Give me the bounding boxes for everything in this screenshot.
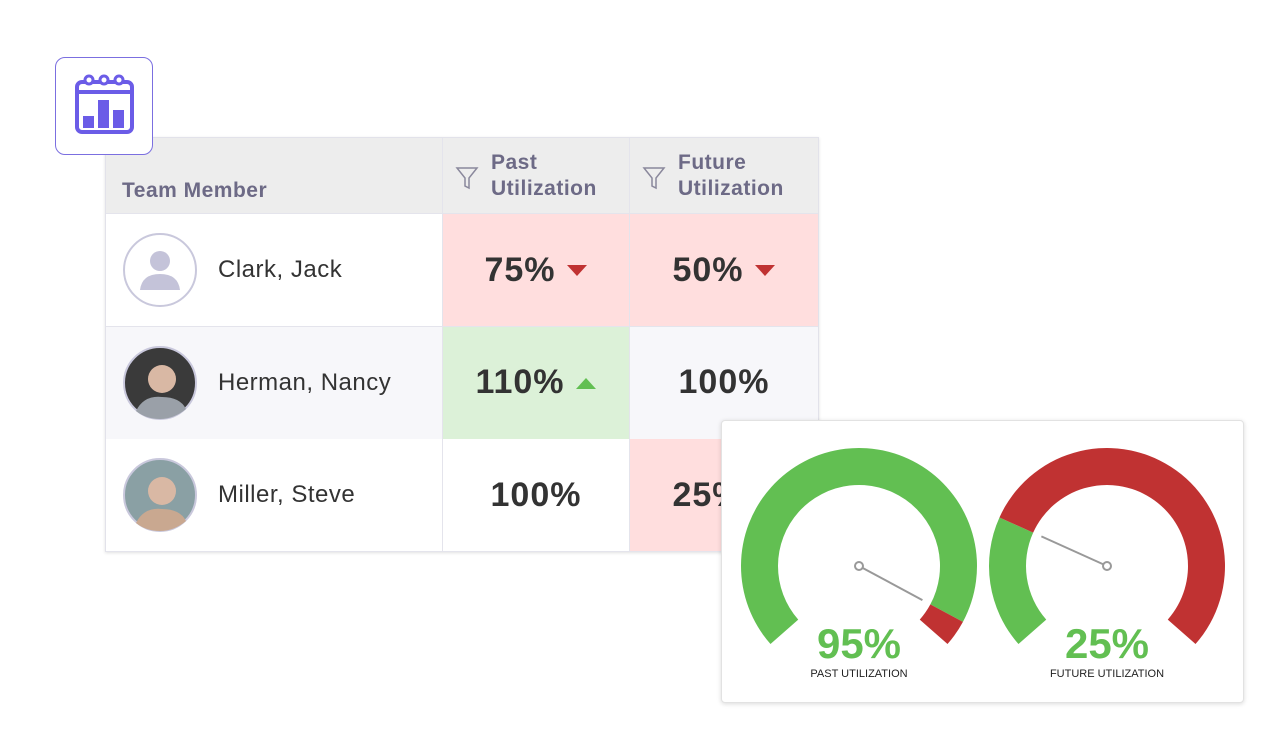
future-value: 100%: [678, 363, 770, 401]
table-row: Clark, Jack 75% 50%: [106, 214, 818, 327]
past-cell: 75%: [443, 214, 630, 326]
gauges: 95%PAST UTILIZATION 25%FUTURE UTILIZATION: [741, 447, 1225, 680]
header-row: Team Member Past Utilization Future Utiliz…: [106, 138, 818, 214]
table-row: Miller, Steve 100% 25%: [106, 439, 818, 552]
gauge-needle: [1040, 535, 1108, 567]
gauge-fill: [741, 448, 977, 645]
photo-shoulders: [136, 508, 186, 531]
gauge-fill: [989, 517, 1047, 645]
member-name: Clark, Jack: [218, 256, 343, 283]
filter-shape: [642, 166, 666, 189]
avatar-head: [150, 251, 170, 271]
trend-arrow: [575, 377, 596, 389]
past-value: 110%: [475, 363, 565, 401]
app-icon: [55, 57, 153, 155]
future-cell: 100%: [630, 326, 818, 439]
avatar-body: [140, 274, 180, 290]
past-cell: 110%: [443, 326, 630, 439]
photo-face: [148, 364, 176, 393]
header-label: Past Utilization: [491, 150, 597, 200]
filter-icon: [642, 166, 666, 189]
header-label: Team Member: [122, 179, 268, 202]
filter-icon: [455, 166, 479, 189]
gauge-rest: [919, 604, 963, 645]
gauge-card: 95% PAST UTILIZATION 25% FUTURE UTILIZATION: [721, 420, 1244, 703]
trend-arrow: [754, 265, 775, 276]
gauge-rest: [999, 447, 1225, 645]
future-cell: 50%: [630, 214, 818, 326]
gauge-value: 25%: [1065, 620, 1149, 667]
header-cell: Future Utilization: [630, 138, 818, 213]
utilization-table: Team Member Past Utilization Future Utiliz…: [105, 137, 819, 552]
header-label: Future Utilization: [678, 150, 784, 200]
avatar: [123, 233, 197, 307]
past-value: 75%: [484, 250, 556, 289]
table-row: Herman, Nancy 110% 100%: [106, 326, 818, 440]
member-cell: Miller, Steve: [106, 439, 443, 551]
trend-down: [754, 265, 775, 276]
trend-down: [566, 265, 587, 276]
past-value: 100%: [490, 475, 582, 514]
trend-up: [575, 377, 596, 389]
future-value: 50%: [672, 250, 744, 289]
gauge-value: 95%: [817, 620, 901, 667]
filter-shape: [455, 166, 479, 189]
past-cell: 100%: [443, 439, 630, 551]
member-name: Miller, Steve: [218, 481, 356, 508]
gauge-label: PAST UTILIZATION: [810, 668, 907, 680]
needle-pivot: [854, 561, 864, 571]
member-cell: Herman, Nancy: [106, 326, 443, 439]
needle-pivot: [1102, 561, 1112, 571]
header-cell: Team Member: [106, 138, 443, 213]
gauge-label: FUTURE UTILIZATION: [1050, 668, 1164, 680]
gauge-needle: [858, 565, 923, 601]
photo-face: [148, 477, 176, 505]
photo-shoulders: [136, 396, 186, 419]
member-name: Herman, Nancy: [218, 368, 392, 396]
calendar-chart-icon: [75, 74, 134, 134]
avatar: [123, 345, 197, 420]
member-cell: Clark, Jack: [106, 214, 443, 326]
avatar: [123, 458, 197, 532]
header-cell: Past Utilization: [443, 138, 630, 213]
trend-arrow: [566, 265, 587, 276]
